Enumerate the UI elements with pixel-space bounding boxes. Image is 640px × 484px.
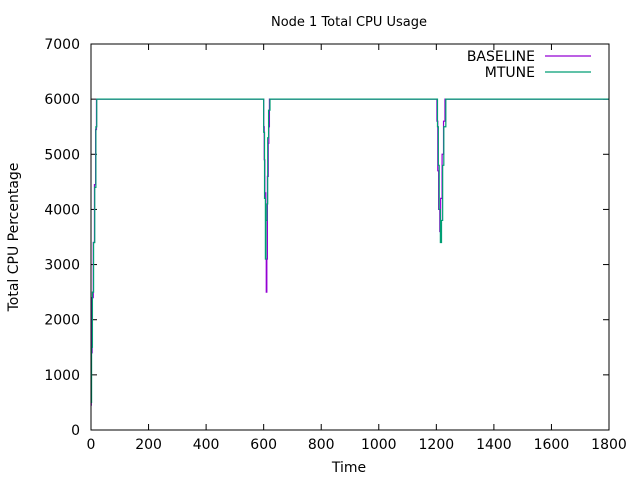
x-tick-label: 1200 bbox=[419, 437, 455, 453]
y-tick-label: 7000 bbox=[44, 37, 80, 53]
chart-title: Node 1 Total CPU Usage bbox=[271, 15, 427, 30]
legend-label-baseline: BASELINE bbox=[467, 49, 535, 65]
plot-frame bbox=[90, 43, 610, 431]
y-axis-label: Total CPU Percentage bbox=[6, 163, 22, 313]
x-tick-label: 600 bbox=[250, 437, 277, 453]
y-tick-label: 6000 bbox=[44, 92, 80, 108]
y-tick-label: 4000 bbox=[44, 202, 80, 218]
y-tick-label: 0 bbox=[71, 423, 80, 439]
x-tick-label: 1400 bbox=[476, 437, 512, 453]
series-line-baseline bbox=[90, 98, 609, 406]
y-tick-label: 2000 bbox=[44, 313, 80, 329]
x-tick-label: 400 bbox=[193, 437, 220, 453]
x-tick-label: 1000 bbox=[361, 437, 397, 453]
series-line-mtune bbox=[90, 98, 609, 404]
y-tick-label: 5000 bbox=[44, 147, 80, 163]
x-axis-label: Time bbox=[331, 460, 366, 476]
y-tick-label: 1000 bbox=[44, 368, 80, 384]
legend-label-mtune: MTUNE bbox=[485, 65, 535, 81]
y-tick-label: 3000 bbox=[44, 258, 80, 274]
x-tick-label: 0 bbox=[87, 437, 96, 453]
x-tick-label: 1600 bbox=[534, 437, 570, 453]
x-tick-label: 1800 bbox=[591, 437, 627, 453]
x-tick-label: 800 bbox=[308, 437, 335, 453]
x-tick-label: 200 bbox=[135, 437, 162, 453]
